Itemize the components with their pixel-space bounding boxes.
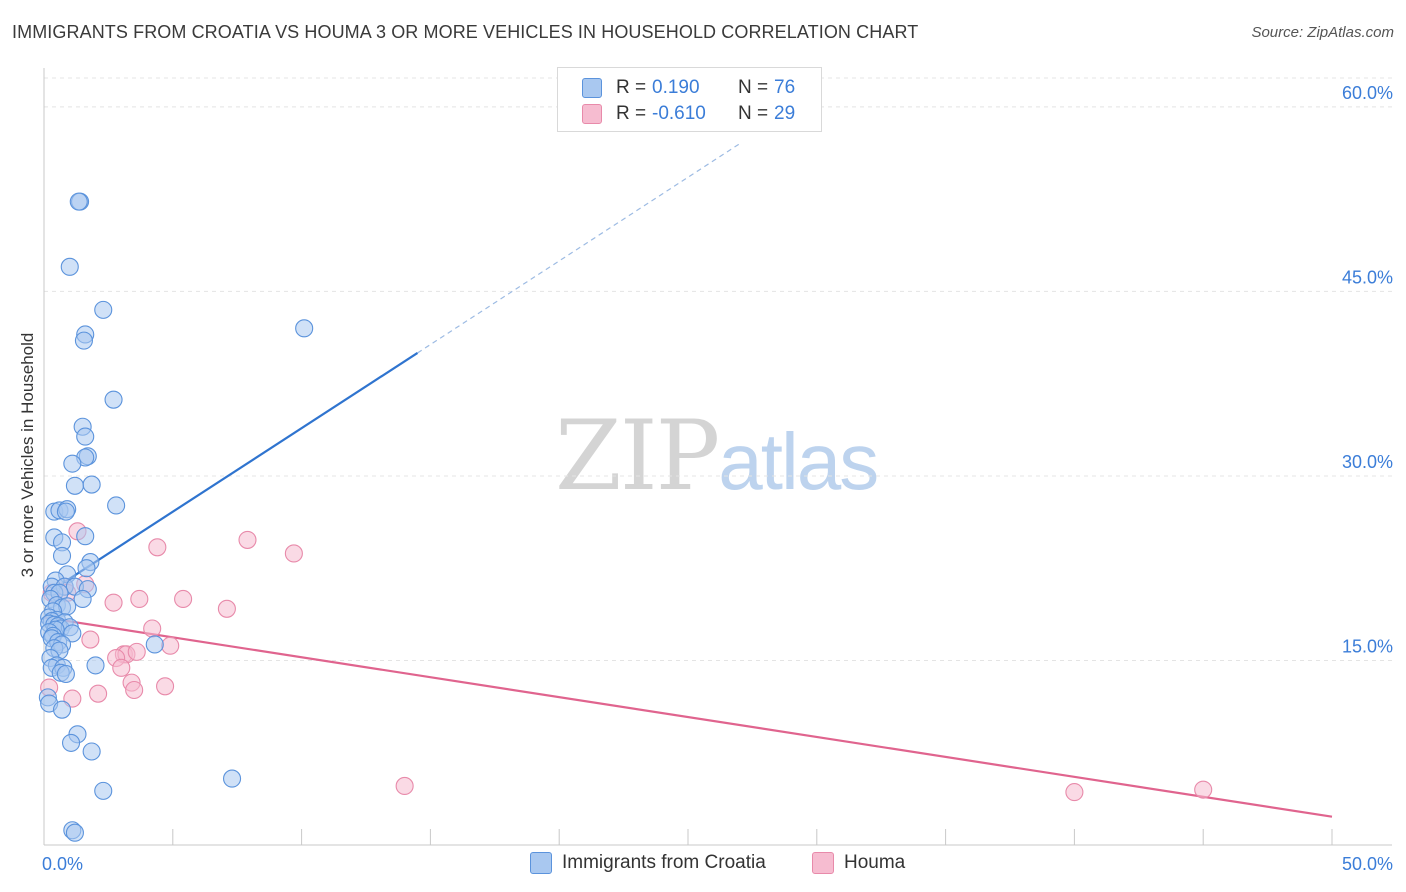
- point-croatia: [145, 635, 164, 654]
- y-tick-label: 15.0%: [1342, 636, 1393, 656]
- point-croatia: [65, 823, 84, 842]
- legend-n-value: 76: [774, 77, 796, 98]
- point-houma: [238, 530, 257, 549]
- point-croatia: [56, 502, 75, 521]
- legend-n-label: N =: [738, 77, 769, 98]
- point-houma: [217, 599, 236, 618]
- legend-swatch-blue: [530, 852, 552, 874]
- chart-title: IMMIGRANTS FROM CROATIA VS HOUMA 3 OR MO…: [12, 22, 919, 42]
- data-points: [38, 192, 1213, 842]
- legend-r-label: R =: [616, 103, 647, 124]
- point-houma: [104, 593, 123, 612]
- legend-label: Houma: [844, 852, 906, 873]
- point-houma: [161, 636, 180, 655]
- trend-line-houma: [43, 616, 1333, 818]
- point-croatia: [52, 700, 72, 719]
- legend-r-label: R =: [616, 77, 647, 98]
- point-croatia: [77, 559, 96, 578]
- legend-row-houma: R = -0.610 N = 29: [582, 101, 795, 127]
- legend-r-value: -0.610: [652, 103, 706, 124]
- point-houma: [1065, 783, 1084, 802]
- source-label: Source: ZipAtlas.com: [1251, 24, 1394, 41]
- legend-swatch-pink: [582, 104, 602, 124]
- point-houma: [143, 619, 162, 638]
- watermark-zip: ZIP: [555, 400, 720, 512]
- point-croatia: [65, 476, 84, 495]
- x-tick-label-max: 50.0%: [1342, 854, 1393, 874]
- legend-item-houma[interactable]: Houma: [812, 852, 905, 874]
- trend-line-croatia: [43, 352, 419, 597]
- point-croatia: [104, 390, 123, 409]
- point-croatia: [56, 664, 75, 684]
- point-croatia: [222, 769, 242, 788]
- point-houma: [125, 680, 144, 700]
- watermark-atlas: atlas: [718, 417, 879, 506]
- legend-swatch-pink: [812, 852, 834, 874]
- point-croatia: [63, 454, 82, 473]
- point-croatia: [76, 527, 95, 546]
- point-houma: [127, 642, 146, 661]
- axes: [43, 68, 1392, 846]
- legend-item-croatia[interactable]: Immigrants from Croatia: [530, 852, 766, 874]
- y-tick-label: 60.0%: [1342, 83, 1393, 103]
- series-legend: Immigrants from Croatia Houma: [0, 852, 1406, 878]
- watermark: ZIPatlas: [555, 400, 879, 512]
- point-houma: [395, 776, 414, 796]
- point-croatia: [94, 781, 113, 800]
- y-tick-label: 30.0%: [1342, 452, 1393, 472]
- point-houma: [81, 630, 100, 649]
- point-croatia: [60, 257, 79, 276]
- point-houma: [112, 658, 131, 677]
- correlation-legend: R = 0.190 N = 76 R = -0.610 N = 29: [557, 67, 822, 132]
- x-tick-label-min: 0.0%: [42, 854, 83, 874]
- point-croatia: [76, 427, 95, 446]
- point-croatia: [94, 300, 113, 319]
- legend-n-value: 29: [774, 103, 796, 124]
- trend-lines: [43, 143, 1333, 818]
- point-houma: [1194, 780, 1213, 799]
- legend-label: Immigrants from Croatia: [562, 852, 766, 873]
- point-houma: [63, 689, 82, 708]
- point-croatia: [82, 475, 101, 494]
- point-houma: [89, 684, 108, 703]
- point-houma: [130, 589, 149, 609]
- point-croatia: [69, 192, 88, 211]
- point-houma: [156, 677, 175, 696]
- tick-labels: 15.0% 30.0% 45.0% 60.0% 0.0% 50.0%: [42, 83, 1393, 874]
- point-croatia: [73, 589, 92, 609]
- trend-line-croatia-extension: [417, 143, 740, 354]
- grid-lines: [44, 77, 1392, 661]
- point-croatia: [107, 496, 126, 515]
- legend-swatch-blue: [582, 78, 602, 98]
- legend-row-croatia: R = 0.190 N = 76: [582, 75, 795, 101]
- point-croatia: [52, 546, 72, 565]
- point-croatia: [86, 656, 105, 675]
- point-croatia: [295, 319, 314, 338]
- point-houma: [174, 589, 193, 609]
- y-tick-label: 45.0%: [1342, 267, 1393, 287]
- legend-r-value: 0.190: [652, 77, 700, 98]
- point-croatia: [74, 331, 93, 350]
- point-houma: [284, 544, 303, 563]
- legend-n-label: N =: [738, 103, 769, 124]
- point-croatia: [82, 742, 101, 761]
- point-croatia: [63, 624, 82, 643]
- point-houma: [148, 538, 167, 557]
- point-croatia: [61, 733, 81, 752]
